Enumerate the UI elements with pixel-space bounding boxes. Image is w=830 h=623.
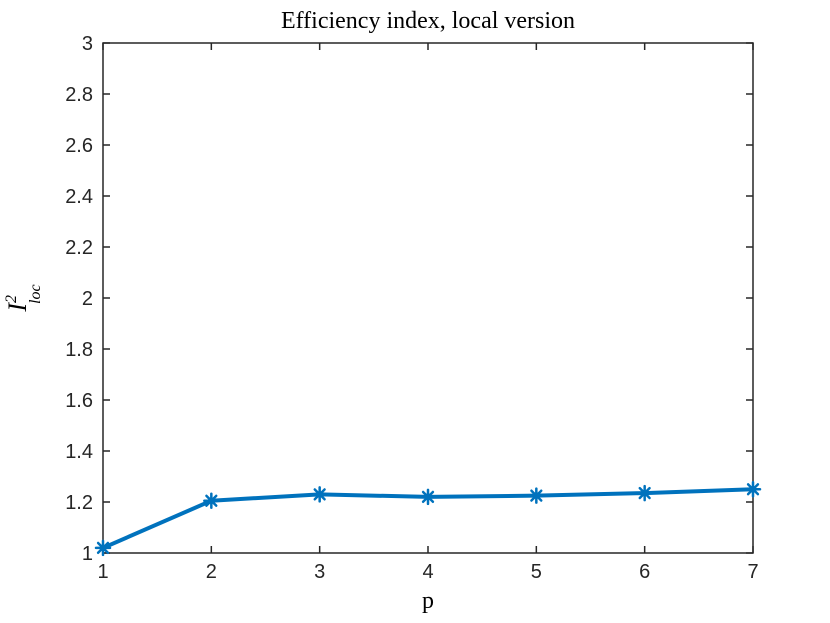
data-marker	[528, 487, 545, 504]
data-marker	[311, 486, 328, 503]
y-axis-label: I2 loc	[3, 284, 44, 312]
y-label-superscript: 2	[3, 295, 20, 303]
y-tick-label: 1.8	[65, 339, 93, 361]
y-tick-label: 2.2	[65, 237, 93, 259]
x-axis-label: p	[422, 588, 434, 614]
x-tick-label: 7	[747, 561, 758, 583]
chart-title: Efficiency index, local version	[281, 8, 575, 34]
y-label-base: I	[3, 302, 32, 313]
y-tick-label: 2.6	[65, 135, 93, 157]
y-tick-label: 2	[82, 288, 93, 310]
plot-area: 1 2 3 4 5 6 7 1 1.2 1.4 1.6 1.8 2 2.2 2.4 2.6 2.8 3	[65, 33, 762, 583]
data-marker	[636, 484, 653, 502]
x-tick-label: 1	[97, 561, 108, 583]
y-tick-label: 1	[82, 543, 93, 565]
x-tick-label: 6	[639, 561, 650, 583]
y-label-subscript: loc	[27, 284, 44, 304]
y-tick-label: 2.8	[65, 84, 93, 106]
x-tick-label: 4	[422, 561, 433, 583]
y-tick-label: 1.4	[65, 441, 93, 463]
x-tick-label: 3	[314, 561, 325, 583]
data-marker	[744, 481, 762, 498]
y-tick-label: 1.2	[65, 492, 93, 514]
x-tick-label: 5	[531, 561, 542, 583]
y-tick-label: 3	[82, 33, 93, 55]
data-marker	[203, 492, 220, 509]
y-tick-label: 2.4	[65, 186, 93, 208]
plot-box	[102, 42, 754, 554]
y-tick-label: 1.6	[65, 390, 93, 412]
data-marker	[419, 488, 437, 506]
x-tick-label: 2	[206, 561, 217, 583]
data-marker	[94, 539, 112, 557]
